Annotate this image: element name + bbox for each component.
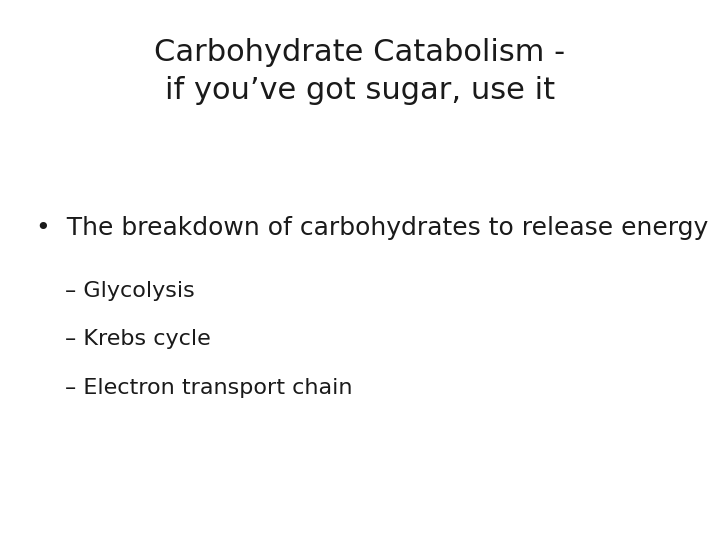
Text: – Krebs cycle: – Krebs cycle [65,329,210,349]
Text: •  The breakdown of carbohydrates to release energy: • The breakdown of carbohydrates to rele… [36,216,708,240]
Text: – Electron transport chain: – Electron transport chain [65,378,352,398]
Text: – Glycolysis: – Glycolysis [65,281,194,301]
Text: Carbohydrate Catabolism -
if you’ve got sugar, use it: Carbohydrate Catabolism - if you’ve got … [154,38,566,105]
